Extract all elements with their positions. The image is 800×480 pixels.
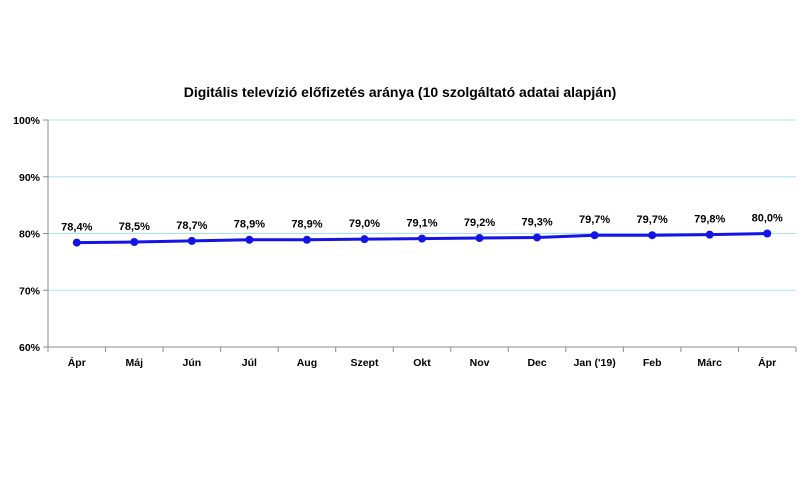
- data-point: [187, 236, 196, 245]
- data-point: [475, 234, 484, 243]
- data-label: 78,9%: [234, 219, 265, 231]
- x-tick-label: Márc: [697, 357, 722, 369]
- x-tick-label: Feb: [643, 357, 662, 369]
- data-point: [302, 235, 311, 244]
- data-label: 80,0%: [752, 213, 783, 225]
- data-label: 78,5%: [119, 221, 150, 233]
- x-tick-label: Aug: [297, 357, 317, 369]
- y-tick-label: 80%: [19, 229, 41, 241]
- data-point: [705, 230, 714, 239]
- data-point: [245, 235, 254, 244]
- y-tick-label: 90%: [19, 172, 41, 184]
- y-tick-label: 100%: [13, 115, 41, 127]
- data-point: [590, 231, 599, 240]
- data-label: 79,1%: [406, 218, 437, 230]
- data-label: 79,3%: [521, 216, 552, 228]
- x-tick-label: Dec: [527, 357, 546, 369]
- data-label: 78,7%: [176, 220, 207, 232]
- x-tick-label: Máj: [126, 357, 144, 369]
- data-point: [360, 235, 369, 244]
- data-point: [533, 233, 542, 242]
- x-tick-label: Júl: [242, 357, 257, 369]
- data-point: [418, 234, 426, 243]
- x-tick-label: Okt: [413, 357, 431, 369]
- data-point: [72, 238, 81, 247]
- data-point: [648, 231, 657, 240]
- x-tick-label: Nov: [470, 357, 490, 369]
- x-tick-label: Jan ('19): [574, 357, 616, 369]
- data-label: 79,7%: [579, 214, 610, 226]
- x-tick-label: Szept: [350, 357, 379, 369]
- y-tick-label: 70%: [19, 285, 41, 297]
- data-label: 79,8%: [694, 214, 725, 226]
- data-label: 79,0%: [349, 218, 380, 230]
- data-label: 79,7%: [637, 214, 668, 226]
- data-point: [130, 238, 139, 247]
- data-label: 78,9%: [291, 219, 322, 231]
- data-point: [763, 229, 772, 238]
- x-tick-label: Ápr: [758, 356, 776, 369]
- x-tick-label: Ápr: [68, 356, 86, 369]
- x-tick-label: Jún: [183, 357, 202, 369]
- chart-title: Digitális televízió előfizetés aránya (1…: [183, 84, 617, 100]
- y-tick-label: 60%: [19, 342, 41, 354]
- data-label: 78,4%: [61, 222, 92, 234]
- data-label: 79,2%: [464, 217, 495, 229]
